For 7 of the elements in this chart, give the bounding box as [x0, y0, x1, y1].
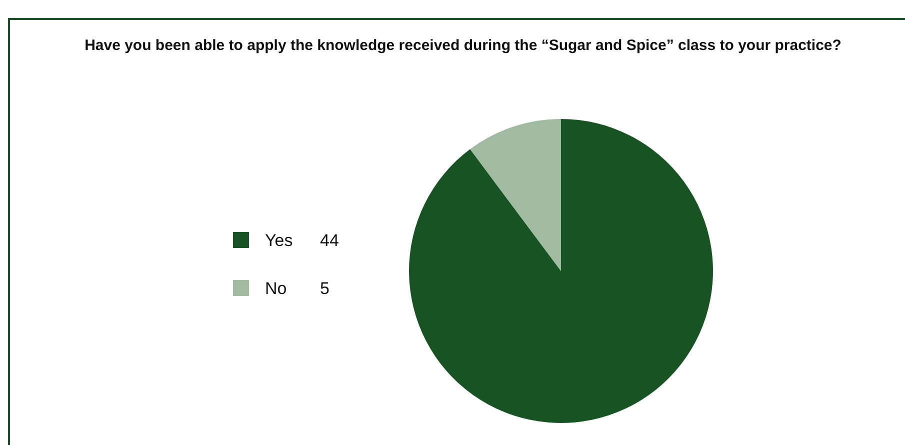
data-label: 5 [320, 279, 330, 298]
chart-title: Have you been able to apply the knowledge received during the “Sugar and Spice” class to your practice? [84, 37, 842, 54]
legend-label: Yes [265, 231, 293, 250]
legend-label: No [265, 279, 287, 298]
data-label: 44 [320, 231, 339, 250]
pie-slice [470, 119, 561, 271]
pie-slice [409, 119, 713, 423]
